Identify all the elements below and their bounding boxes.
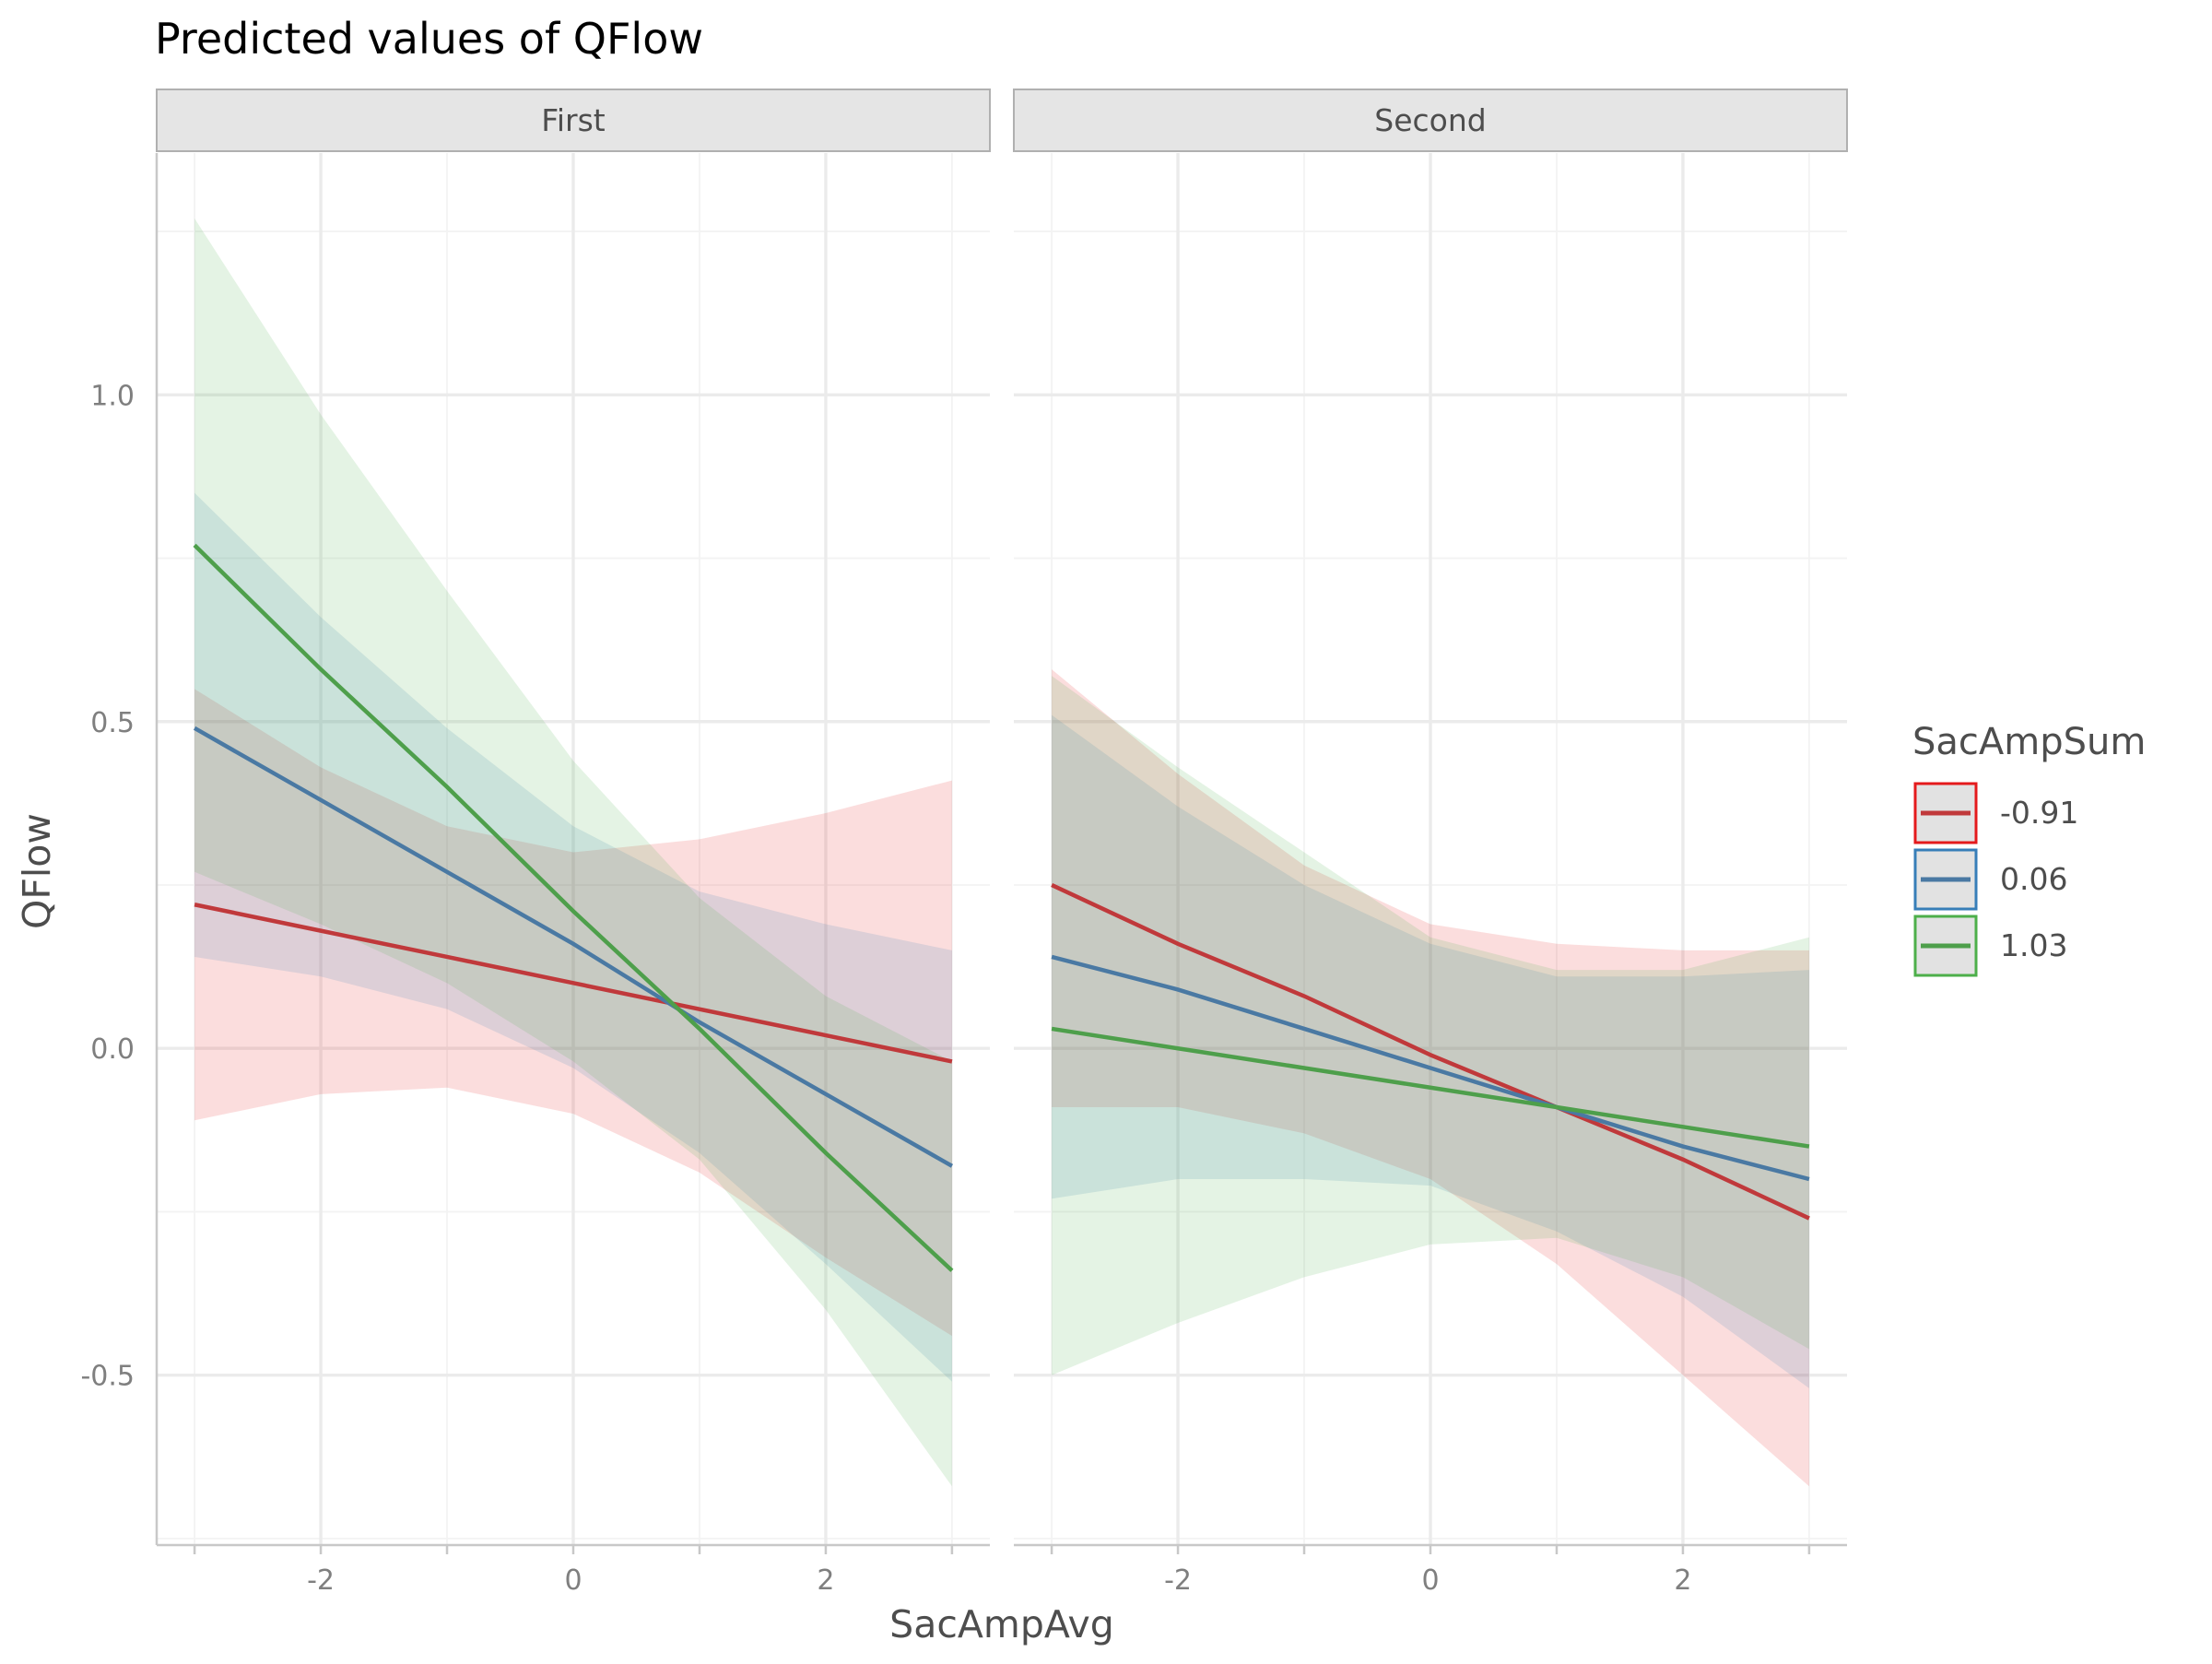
- y-tick-label: 0.5: [90, 707, 135, 739]
- facet-strip: [1013, 89, 1848, 152]
- panel-second: Second -2 0 2: [1013, 89, 1848, 1597]
- series-line: [1051, 954, 1810, 1182]
- legend-label: 0.06: [2000, 861, 2067, 897]
- series-line: [193, 726, 954, 1168]
- y-axis-title: QFlow: [15, 813, 59, 929]
- confidence-band: [194, 492, 952, 1382]
- series-line: [194, 903, 953, 1064]
- series-line: [1051, 1026, 1810, 1149]
- facet-label: First: [541, 102, 606, 138]
- y-tick-label: -0.5: [80, 1361, 135, 1393]
- x-tick-label: 2: [1674, 1564, 1691, 1597]
- x-tick-label: 0: [564, 1564, 582, 1597]
- panel-first: First -2 0 2 -0.5 0.0 0.5 1.0: [80, 89, 991, 1597]
- x-tick-label: -2: [1164, 1564, 1192, 1597]
- legend: SacAmpSum -0.91 0.06 1.03: [1912, 721, 2146, 977]
- confidence-band: [1052, 714, 1809, 1388]
- confidence-band: [194, 218, 952, 1487]
- x-tick-label: 0: [1421, 1564, 1439, 1597]
- y-tick-label: 1.0: [90, 380, 135, 412]
- confidence-band: [1052, 669, 1809, 1487]
- confidence-band: [194, 689, 952, 1337]
- series-line: [193, 543, 954, 1272]
- x-tick-label: 2: [817, 1564, 834, 1597]
- facet-label: Second: [1374, 102, 1486, 138]
- chart-title: Predicted values of QFlow: [155, 14, 703, 64]
- x-tick-label: -2: [307, 1564, 335, 1597]
- x-axis-title: SacAmpAvg: [889, 1602, 1114, 1646]
- confidence-band: [1052, 676, 1809, 1375]
- legend-item: -0.91: [1913, 782, 2078, 844]
- panels-layer: First -2 0 2 -0.5 0.0 0.5 1.0 Second -2 0 2: [80, 89, 1848, 1597]
- legend-item: 1.03: [1913, 915, 2067, 977]
- legend-label: -0.91: [2000, 795, 2078, 831]
- series-line: [1051, 882, 1810, 1221]
- y-tick-label: 0.0: [90, 1033, 135, 1066]
- legend-title: SacAmpSum: [1912, 721, 2146, 763]
- legend-label: 1.03: [2000, 927, 2067, 963]
- legend-item: 0.06: [1913, 848, 2067, 911]
- facet-strip: [156, 89, 991, 152]
